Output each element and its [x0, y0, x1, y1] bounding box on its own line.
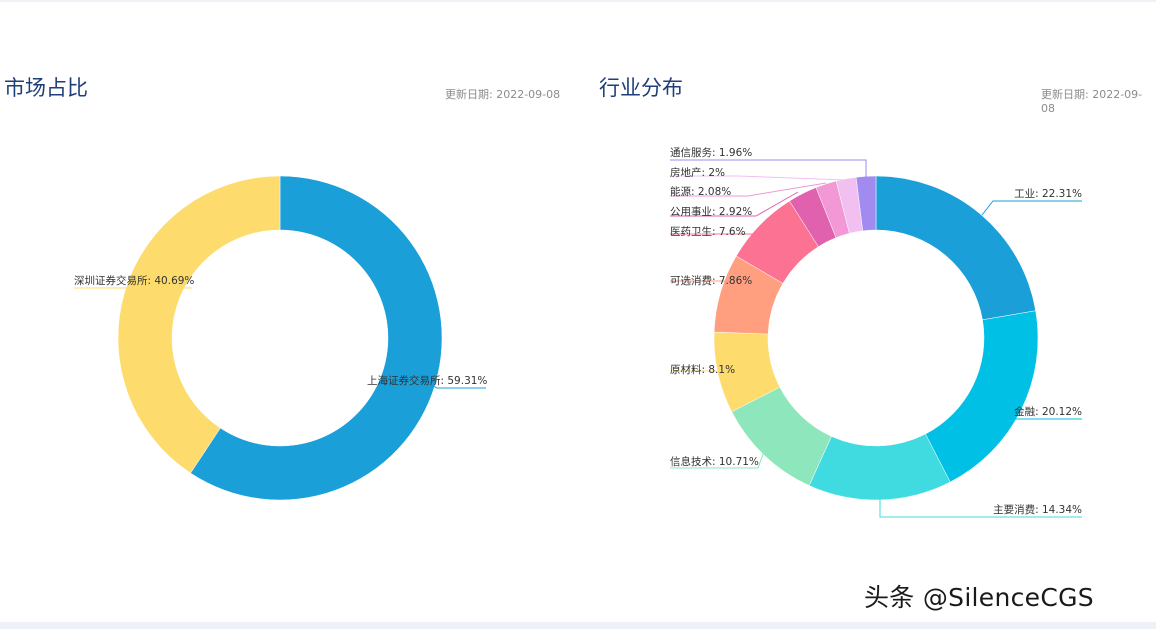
slice-label: 金融: 20.12% [1014, 405, 1082, 418]
label-leader-line [422, 379, 486, 389]
label-leader-line [999, 409, 1082, 420]
slice-label: 信息技术: 10.71% [670, 455, 759, 468]
donut-slice-industry-1[interactable] [925, 310, 1039, 483]
industry-distribution-update-date: 更新日期: 2022-09-08 [1041, 86, 1156, 115]
label-leader-line [879, 497, 1082, 518]
update-date-value: 2022-09-08 [496, 88, 561, 101]
slice-label: 原材料: 8.1% [670, 363, 735, 376]
watermark: 头条 @SilenceCGS [864, 583, 1094, 612]
market-share-update-date: 更新日期: 2022-09-08 [445, 86, 560, 102]
label-leader-line [670, 175, 847, 181]
slice-label: 工业: 22.31% [1014, 188, 1082, 200]
label-leader-line [670, 445, 767, 469]
donut-slice-exchange-1[interactable] [117, 175, 281, 474]
slice-label: 通信服务: 1.96% [670, 146, 752, 159]
slice-label: 医药卫生: 7.6% [670, 225, 746, 238]
donut-slice-industry-2[interactable] [808, 433, 951, 501]
label-leader-line [670, 191, 799, 217]
update-date-label: 更新日期: [445, 88, 493, 101]
industry-distribution-title: 行业分布 [599, 76, 683, 100]
slice-label: 能源: 2.08% [670, 185, 731, 198]
slice-label: 房地产: 2% [670, 166, 725, 179]
label-leader-line [670, 182, 827, 197]
update-date-label: 更新日期: [1041, 88, 1089, 101]
slice-label: 可选消费: 7.86% [670, 274, 752, 287]
donut-slice-exchange-0[interactable] [190, 175, 443, 501]
top-divider [0, 0, 1156, 2]
industry-donut: 工业: 22.31% 金融: 20.12% 主要消费: 14.34% 信息技术: 10… [670, 146, 1082, 518]
label-leader-line [670, 159, 867, 178]
market-share-title: 市场占比 [4, 76, 88, 100]
slice-label: 上海证券交易所: 59.31% [367, 374, 487, 387]
donut-slice-industry-0[interactable] [875, 175, 1036, 321]
slice-label: 公用事业: 2.92% [670, 205, 752, 218]
update-date-value: 2022-09-08 [1041, 88, 1143, 115]
bottom-band [0, 622, 1156, 629]
label-leader-line [981, 200, 1082, 216]
slice-label: 深圳证券交易所: 40.69% [74, 274, 194, 287]
slice-label: 主要消费: 14.34% [993, 503, 1082, 516]
donut-slice-industry-10[interactable] [855, 175, 877, 232]
market-share-donut: 上海证券交易所: 59.31% 深圳证券交易所: 40.69% [74, 175, 487, 501]
